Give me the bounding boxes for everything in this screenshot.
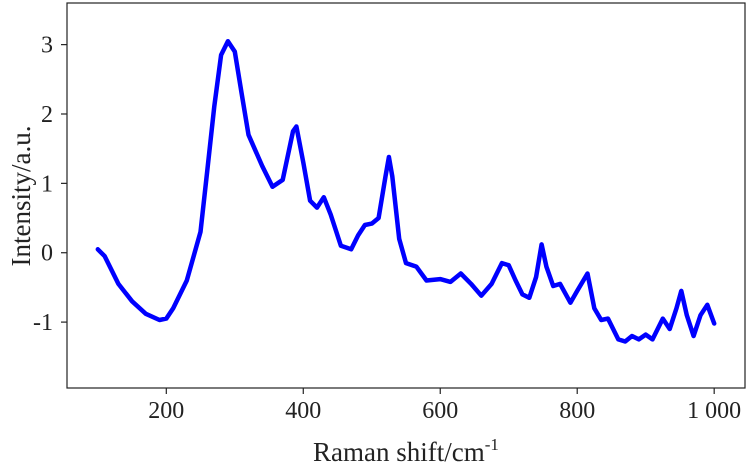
- y-tick-label: 3: [41, 33, 53, 59]
- x-tick-label: 800: [559, 398, 595, 424]
- y-tick-label: 2: [41, 102, 53, 128]
- y-tick-label: -1: [33, 310, 53, 336]
- series-line: [95, 38, 717, 344]
- y-axis-ticks: -1 0 1 2 3: [33, 33, 67, 336]
- x-tick-label: 1 000: [687, 398, 741, 424]
- x-axis-ticks: 200 400 600 800 1 000: [148, 388, 741, 424]
- x-tick-label: 400: [285, 398, 321, 424]
- spectra-lines: [95, 38, 717, 344]
- plot-frame: [66, 2, 746, 389]
- y-tick-label: 0: [41, 241, 53, 267]
- x-tick-label: 200: [148, 398, 184, 424]
- x-tick-label: 600: [422, 398, 458, 424]
- x-axis-title-superscript: -1: [485, 435, 499, 454]
- x-axis-title: Raman shift/cm-1: [313, 435, 499, 467]
- y-axis-title: Intensity/a.u.: [6, 126, 36, 267]
- y-tick-label: 1: [41, 171, 53, 197]
